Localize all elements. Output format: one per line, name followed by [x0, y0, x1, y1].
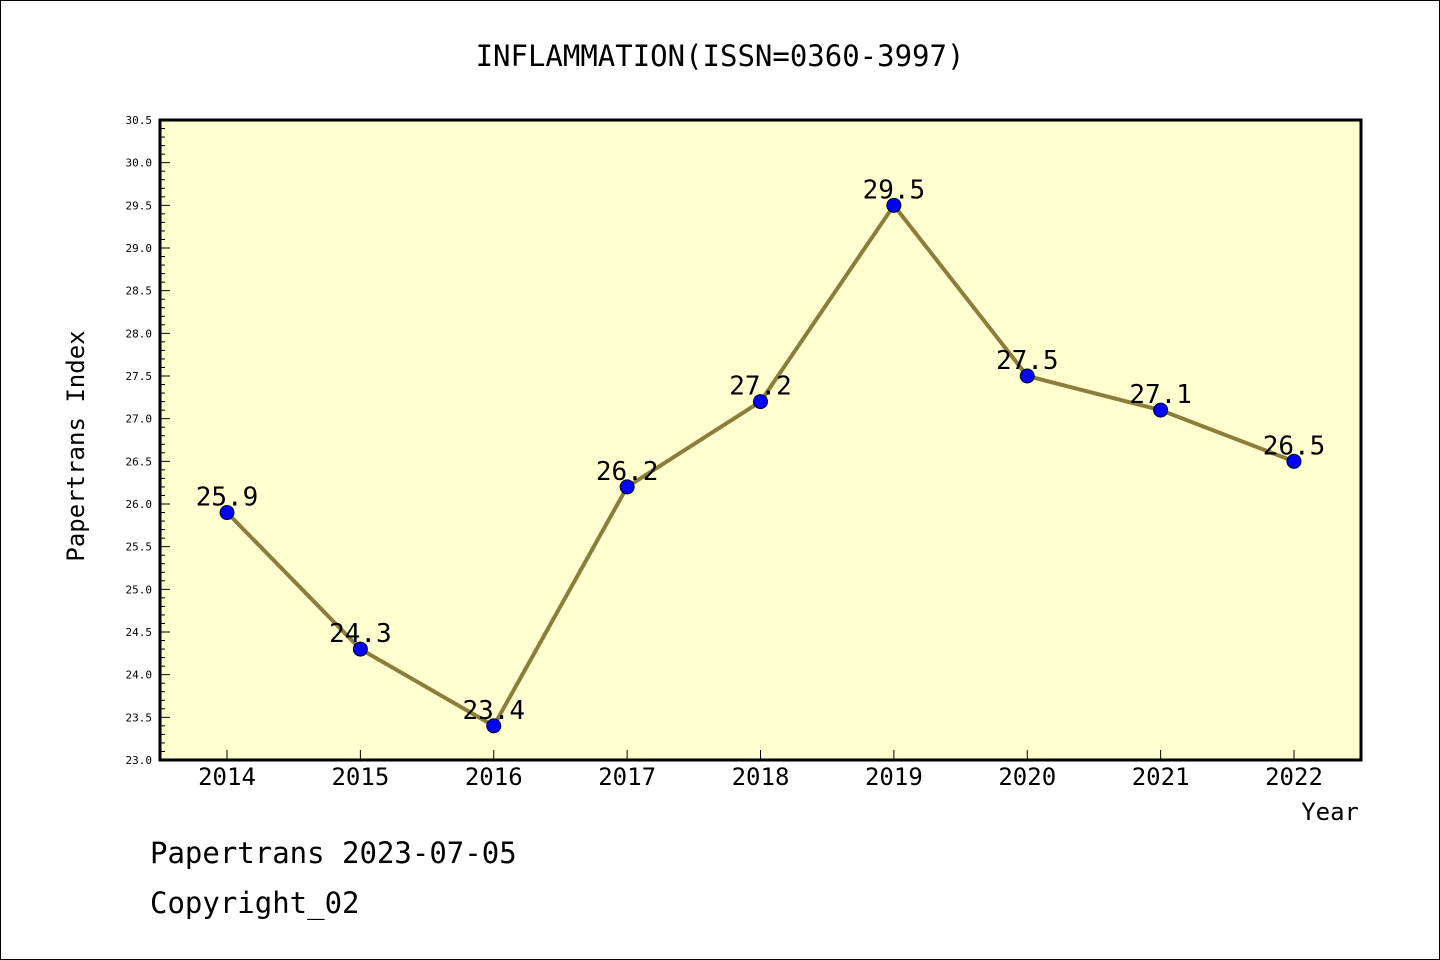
y-tick-label: 24.0 — [126, 669, 153, 682]
x-axis: 2014 2015 2016 2017 2018 2019 2020 2021 2022 — [198, 750, 1323, 791]
x-tick-label: 2017 — [598, 763, 656, 791]
x-tick-label: 2016 — [465, 763, 523, 791]
data-label: 26.2 — [596, 457, 659, 487]
y-tick-label: 30.0 — [126, 157, 153, 170]
data-point — [486, 718, 502, 734]
y-tick-label: 28.5 — [126, 285, 153, 298]
footer-copyright: Copyright_02 — [150, 886, 360, 920]
y-tick-label: 24.5 — [126, 626, 153, 639]
data-point — [886, 197, 902, 213]
data-point — [1153, 402, 1169, 418]
x-tick-label: 2020 — [998, 763, 1056, 791]
y-axis: 23.0 23.5 24.0 24.5 25.0 25.5 26.0 26.5 27.0 27.5… — [126, 114, 170, 767]
x-axis-label: Year — [1301, 798, 1359, 826]
x-tick-label: 2015 — [331, 763, 389, 791]
data-point — [619, 479, 635, 495]
plot-area — [158, 118, 1363, 762]
data-label: 23.4 — [462, 696, 525, 726]
x-tick-label: 2021 — [1132, 763, 1190, 791]
x-tick-label: 2019 — [865, 763, 923, 791]
data-label: 29.5 — [863, 175, 926, 205]
x-tick-label: 2022 — [1265, 763, 1323, 791]
data-label: 27.1 — [1129, 380, 1192, 410]
y-tick-label: 29.0 — [126, 242, 153, 255]
y-axis-label: Papertrans Index — [62, 330, 90, 561]
y-tick-label: 23.5 — [126, 711, 153, 724]
data-point — [753, 394, 768, 410]
x-tick-label: 2018 — [732, 763, 790, 791]
data-label: 27.2 — [729, 372, 792, 402]
y-tick-label: 25.0 — [126, 583, 153, 596]
data-point — [1019, 368, 1035, 384]
chart-title: INFLAMMATION(ISSN=0360-3997) — [476, 39, 965, 73]
data-label: 27.5 — [996, 346, 1059, 376]
y-tick-label: 26.0 — [126, 498, 153, 511]
data-label: 24.3 — [329, 619, 392, 649]
y-tick-label: 28.0 — [126, 327, 153, 340]
y-tick-label: 27.5 — [126, 370, 153, 383]
y-tick-label: 29.5 — [126, 199, 153, 212]
y-tick-label: 25.5 — [126, 541, 153, 554]
data-point — [352, 641, 368, 657]
x-tick-label: 2014 — [198, 763, 256, 791]
y-tick-label: 27.0 — [126, 413, 153, 426]
y-tick-label: 30.5 — [126, 114, 153, 127]
data-label: 26.5 — [1263, 431, 1326, 461]
data-point — [219, 505, 235, 521]
series-group: 25.9 24.3 23.4 26.2 27.2 29.5 27.5 27.1 26.5 — [196, 175, 1326, 734]
data-label: 25.9 — [196, 483, 259, 513]
y-tick-label: 26.5 — [126, 455, 153, 468]
data-point — [1286, 453, 1302, 469]
y-tick-label: 23.0 — [126, 754, 153, 767]
footer-date: Papertrans 2023-07-05 — [150, 836, 517, 870]
